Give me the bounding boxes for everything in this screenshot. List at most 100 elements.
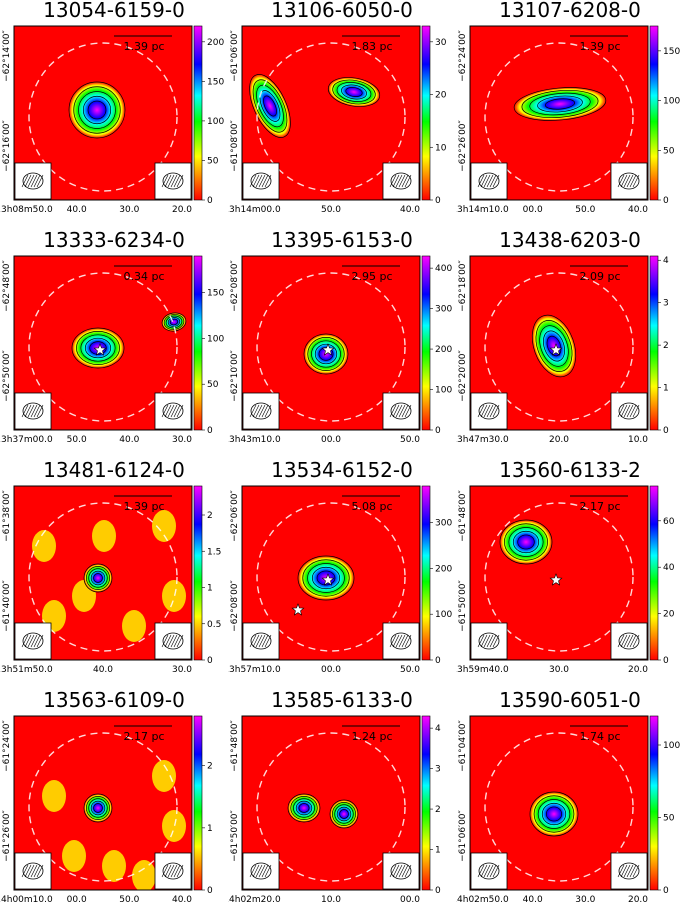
field-circle bbox=[484, 272, 634, 422]
x-tick-label: 00.0 bbox=[400, 895, 420, 905]
y-tick-label: −61°26′00″ bbox=[2, 809, 12, 861]
x-tick-label: 50.0 bbox=[575, 205, 595, 215]
contour bbox=[311, 340, 341, 368]
emission-source bbox=[288, 794, 320, 822]
panel-map: 2.17 pc −61°24′00″ −61°26′00″ 14h00m10.0 00.… bbox=[0, 715, 213, 905]
plot-frame bbox=[13, 485, 193, 661]
panel-map: 1.74 pc −61°04′00″ −61°06′00″ 14h02m50.0 40.… bbox=[456, 715, 680, 905]
map-panel: 13585-6133-0 1.24 pc −61°48′00″ −61°50′00″ 1… bbox=[228, 688, 456, 916]
contour bbox=[259, 90, 281, 122]
contour bbox=[298, 803, 310, 813]
scale-bar-label: 5.08 pc bbox=[351, 500, 392, 513]
x-tick-label: 40.0 bbox=[400, 205, 420, 215]
scale-bar-label: 2.17 pc bbox=[123, 730, 164, 743]
x-tick-label: 30.0 bbox=[172, 665, 192, 675]
panel-map: 2.09 pc −62°18′00″ −62°20′00″ 13h47m30.0 20.… bbox=[456, 255, 669, 445]
contour bbox=[256, 84, 284, 128]
star-marker bbox=[291, 603, 305, 616]
panel-map: 1.39 pc −61°38′00″ −61°40′00″ 13h51m50.0 40.… bbox=[0, 485, 221, 675]
contour bbox=[508, 527, 544, 557]
panel-map: 1.24 pc −61°48′00″ −61°50′00″ 14h02m20.0 10.… bbox=[228, 715, 441, 905]
field-circle bbox=[484, 42, 634, 192]
x-tick-label: 13h47m30.0 bbox=[456, 435, 509, 445]
colorbar-tick-label: 200 bbox=[207, 38, 224, 48]
map-panel: 13333-6234-0 0.34 pc −62°48′00″ −62°50′00″ 1… bbox=[0, 228, 228, 456]
field-circle bbox=[256, 732, 406, 882]
map-panel: 13560-6133-2 2.17 pc −61°48′00″ −61°50′00″ 1… bbox=[456, 458, 684, 686]
y-tick-label: −62°26′00″ bbox=[458, 119, 468, 171]
contour bbox=[87, 100, 107, 120]
x-tick-label: 50.0 bbox=[400, 665, 420, 675]
beam-ellipse bbox=[390, 862, 412, 880]
contour bbox=[290, 796, 318, 820]
plot-frame bbox=[241, 485, 421, 661]
panel-title: 13054-6159-0 bbox=[43, 0, 185, 22]
panel-title: 13481-6124-0 bbox=[43, 458, 185, 482]
beam-box bbox=[242, 622, 280, 660]
star-marker bbox=[549, 343, 563, 356]
contour bbox=[76, 331, 120, 365]
colorbar-tick-label: 100 bbox=[207, 117, 224, 127]
colorbar-tick-label: 2 bbox=[207, 511, 213, 521]
beam-ellipse bbox=[618, 402, 640, 420]
contour bbox=[533, 795, 575, 833]
x-tick-label: 20.0 bbox=[628, 895, 648, 905]
colorbar-tick-label: 2 bbox=[435, 805, 441, 815]
plot-frame bbox=[469, 715, 649, 891]
colorbar-tick-label: 1.5 bbox=[207, 547, 221, 557]
beam-ellipse bbox=[618, 862, 640, 880]
x-tick-label: 40.0 bbox=[172, 895, 192, 905]
x-tick-label: 13h08m50.0 bbox=[0, 205, 53, 215]
panel-map: 0.34 pc −62°48′00″ −62°50′00″ 13h37m00.0 50.… bbox=[0, 255, 224, 445]
beam-box bbox=[382, 392, 420, 430]
contour bbox=[83, 793, 113, 823]
beam-box bbox=[242, 392, 280, 430]
contour bbox=[73, 86, 121, 134]
colorbar-tick-label: 150 bbox=[207, 289, 224, 299]
colorbar-tick-label: 1 bbox=[435, 846, 441, 856]
x-tick-label: 14h02m50.0 bbox=[456, 895, 509, 905]
panel-title: 13107-6208-0 bbox=[499, 0, 641, 22]
beam-box bbox=[470, 392, 508, 430]
colorbar-tick-label: 1 bbox=[663, 384, 669, 394]
beam-box bbox=[610, 392, 648, 430]
map-panel: 13395-6153-0 2.95 pc −62°08′00″ −62°10′00″ 1… bbox=[228, 228, 456, 456]
colorbar bbox=[421, 715, 431, 891]
beam-box bbox=[610, 622, 648, 660]
contour bbox=[93, 573, 103, 583]
field-circle bbox=[256, 502, 406, 652]
contour bbox=[86, 566, 110, 590]
x-tick-label: 20.0 bbox=[628, 665, 648, 675]
beam-ellipse bbox=[478, 862, 500, 880]
contour bbox=[544, 98, 576, 110]
contour bbox=[537, 95, 583, 113]
beam-ellipse bbox=[162, 402, 184, 420]
contour bbox=[311, 566, 341, 590]
colorbar-tick-label: 0 bbox=[207, 656, 213, 666]
colorbar-tick-label: 100 bbox=[435, 610, 452, 620]
beam-ellipse bbox=[390, 632, 412, 650]
map-panel: 13107-6208-0 1.39 pc −62°24′00″ −62°26′00″ 1… bbox=[456, 0, 684, 226]
beam-box bbox=[154, 162, 192, 200]
contour bbox=[80, 334, 116, 362]
field-circle bbox=[484, 502, 634, 652]
colorbar-tick-label: 0 bbox=[435, 196, 441, 206]
contour bbox=[332, 79, 376, 105]
panel-title: 13563-6109-0 bbox=[43, 688, 185, 712]
x-tick-label: 50.0 bbox=[400, 435, 420, 445]
scale-bar-label: 1.39 pc bbox=[123, 40, 164, 53]
panel-title: 13590-6051-0 bbox=[499, 688, 641, 712]
contour bbox=[302, 559, 350, 597]
contour bbox=[167, 317, 181, 327]
contour bbox=[287, 793, 321, 823]
colorbar-tick-label: 300 bbox=[435, 305, 452, 315]
contour bbox=[332, 802, 356, 826]
colorbar bbox=[649, 715, 659, 891]
y-tick-label: −62°14′00″ bbox=[2, 29, 12, 81]
panel-title: 13395-6153-0 bbox=[271, 228, 413, 252]
x-tick-label: 00.0 bbox=[321, 665, 341, 675]
colorbar-tick-label: 10 bbox=[435, 143, 447, 153]
beam-box bbox=[610, 852, 648, 890]
emission-source bbox=[328, 77, 380, 107]
emission-source bbox=[84, 564, 112, 592]
